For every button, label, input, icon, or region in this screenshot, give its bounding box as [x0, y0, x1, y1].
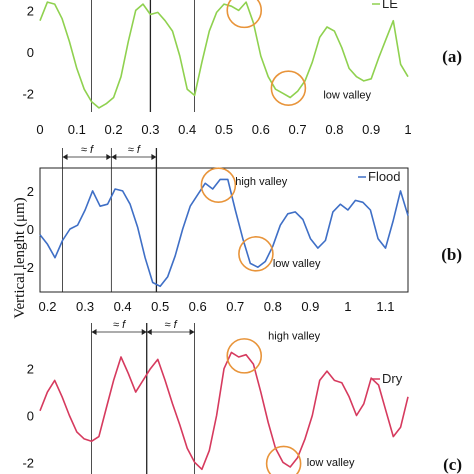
y-tick-label: -2	[22, 455, 34, 470]
x-tick-label: 0.5	[215, 122, 233, 137]
arrow-head-right	[106, 154, 112, 160]
series-line-le	[39, 1, 409, 109]
x-tick-label: 0.9	[362, 122, 380, 137]
y-tick-label: 0	[27, 45, 34, 60]
x-tick-label: 0.3	[76, 299, 94, 314]
y-tick-label: 2	[27, 3, 34, 18]
panel-label: (a)	[442, 47, 462, 66]
dimension-label: ≈ f	[128, 144, 141, 156]
annotation-label: low valley	[307, 457, 355, 469]
plot-frame	[39, 167, 409, 293]
arrow-head-right	[189, 329, 195, 335]
panel-1: low valley 2 0 -2 0 0.1 0.2 0.3 0.4 0.5 0.6 0.7 0.8 0…	[22, 0, 462, 137]
arrow-head-left	[91, 329, 97, 335]
x-tick-label: 0.6	[189, 299, 207, 314]
dimension-label: ≈ f	[165, 319, 178, 331]
legend-label: Dry	[382, 371, 403, 386]
y-tick-label: 2	[27, 362, 34, 377]
x-tick-label: 1	[344, 299, 351, 314]
y-tick-label: 0	[27, 222, 34, 237]
x-tick-label: 0.4	[178, 122, 196, 137]
highlight-circle	[270, 70, 307, 106]
dimension-label: ≈ f	[113, 319, 126, 331]
x-tick-label: 0.2	[38, 299, 56, 314]
y-tick-label: 2	[27, 184, 34, 199]
highlight-circle	[226, 338, 263, 374]
x-tick-label: 0.8	[264, 299, 282, 314]
highlight-circle	[226, 0, 263, 29]
y-tick-label: -2	[22, 86, 34, 101]
x-tick-label: 0.3	[141, 122, 159, 137]
arrow-head-left	[111, 154, 117, 160]
series-line-flood	[39, 178, 409, 288]
x-tick-label: 1.1	[376, 299, 394, 314]
highlight-circle	[265, 445, 302, 474]
x-tick-label: 0.9	[301, 299, 319, 314]
arrow-head-left	[146, 329, 152, 335]
x-tick-label: 0.1	[68, 122, 86, 137]
x-tick-label: 0.7	[226, 299, 244, 314]
x-tick-label: 0.8	[325, 122, 343, 137]
arrow-head-right	[151, 154, 157, 160]
dimension-label: ≈ f	[81, 144, 94, 156]
legend-label: Flood	[368, 169, 401, 184]
panel-2: ≈ f ≈ f high valley low valley 2 0 -2 0.2 0.3 0.4…	[22, 144, 462, 314]
arrow-head-right	[141, 329, 147, 335]
panel-3: ≈ f ≈ f high valley low valley 2 0 -2 Dry (c)	[22, 319, 462, 474]
highlight-circle	[200, 167, 237, 203]
annotation-label: low valley	[323, 90, 371, 102]
y-axis-label: Vertical lenght (μm)	[12, 197, 28, 318]
y-tick-label: 0	[27, 409, 34, 424]
highlight-circle	[238, 236, 274, 272]
panel-label: (b)	[441, 245, 462, 264]
annotation-label: high valley	[235, 176, 287, 188]
annotation-label: low valley	[273, 258, 321, 270]
x-tick-label: 0	[36, 122, 43, 137]
x-tick-label: 0.2	[105, 122, 123, 137]
annotation-label: high valley	[268, 330, 320, 342]
x-tick-label: 0.4	[114, 299, 132, 314]
y-tick-label: -2	[22, 260, 34, 275]
series-line-dry	[39, 351, 409, 471]
legend-label: LE	[382, 0, 398, 11]
x-tick-label: 0.6	[252, 122, 270, 137]
x-tick-label: 1	[404, 122, 411, 137]
x-tick-label: 0.7	[289, 122, 307, 137]
panel-label: (c)	[443, 455, 462, 474]
arrow-head-left	[62, 154, 68, 160]
x-tick-label: 0.5	[151, 299, 169, 314]
